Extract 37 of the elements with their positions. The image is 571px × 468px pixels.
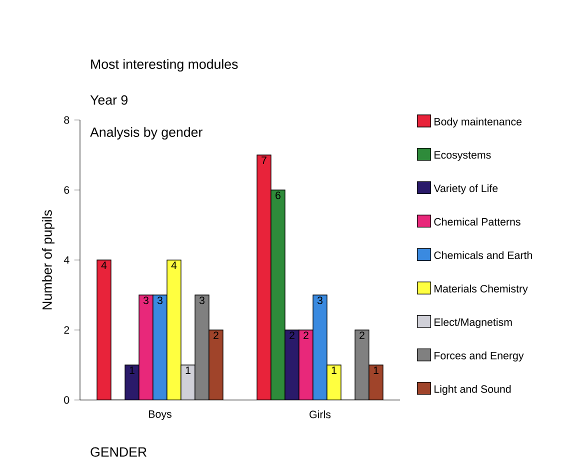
data-label: 2 xyxy=(360,332,364,340)
chart-subtitle: Year 9 xyxy=(90,95,128,105)
legend-label: Forces and Energy xyxy=(434,352,524,362)
y-tick-label: 8 xyxy=(64,116,70,124)
legend-label: Ecosystems xyxy=(434,151,491,161)
data-label: 4 xyxy=(101,262,107,269)
y-tick-label: 4 xyxy=(64,256,70,264)
y-axis-title: Number of pupils xyxy=(42,210,55,310)
annotation: Analysis by gender xyxy=(90,127,202,140)
legend-label: Materials Chemistry xyxy=(434,284,528,295)
legend-label: Chemicals and Earth xyxy=(434,251,532,260)
data-label: 1 xyxy=(332,366,336,374)
data-label: 3 xyxy=(199,296,204,304)
legend-label: Chemical Patterns xyxy=(434,218,520,226)
legend-label: Body maintenance xyxy=(434,118,522,128)
x-tick-label: Boys xyxy=(149,410,172,420)
legend-label: Elect/Magnetism xyxy=(434,318,512,328)
x-axis-title: GENDER xyxy=(90,447,146,457)
data-label: 2 xyxy=(290,332,294,340)
y-tick-label: 2 xyxy=(64,326,70,334)
x-tick-label: Girls xyxy=(310,410,331,418)
data-label: 3 xyxy=(157,296,162,304)
data-label: 4 xyxy=(171,262,177,269)
data-label: 2 xyxy=(304,332,308,340)
chart-title: Most interesting modules xyxy=(91,59,238,72)
data-label: 3 xyxy=(317,296,322,304)
legend-label: Light and Sound xyxy=(434,385,511,395)
y-tick-label: 6 xyxy=(64,186,70,194)
data-label: 1 xyxy=(186,366,190,374)
legend-label: Variety of Life xyxy=(434,184,498,194)
data-label: 3 xyxy=(143,296,148,304)
data-label: 6 xyxy=(276,192,280,200)
y-tick-label: 0 xyxy=(64,396,70,404)
data-label: 1 xyxy=(130,366,134,374)
data-label: 7 xyxy=(262,156,266,164)
data-label: 1 xyxy=(374,366,378,374)
data-label: 2 xyxy=(214,332,218,340)
